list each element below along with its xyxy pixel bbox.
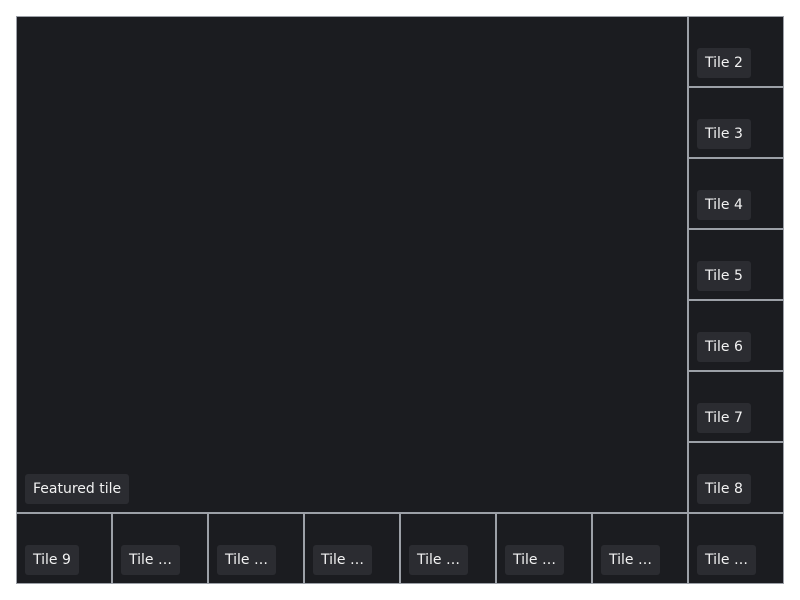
tile-label-4: Tile 4 <box>697 190 751 220</box>
tile-label-6: Tile 6 <box>697 332 751 362</box>
tile-label-featured: Featured tile <box>25 474 130 504</box>
tile-label-13: Tile … <box>409 545 468 575</box>
tile-label-7: Tile 7 <box>697 403 751 433</box>
tile-label-2: Tile 2 <box>697 48 751 78</box>
tile-8[interactable]: Tile 8 <box>689 443 783 512</box>
tile-12[interactable]: Tile … <box>305 514 399 583</box>
tile-label-9: Tile 9 <box>25 545 79 575</box>
tile-9[interactable]: Tile 9 <box>17 514 111 583</box>
tile-6[interactable]: Tile 6 <box>689 301 783 370</box>
tile-label-14: Tile … <box>505 545 564 575</box>
tile-5[interactable]: Tile 5 <box>689 230 783 299</box>
tile-10[interactable]: Tile … <box>113 514 207 583</box>
tile-2[interactable]: Tile 2 <box>689 17 783 86</box>
tile-11[interactable]: Tile … <box>209 514 303 583</box>
tile-14[interactable]: Tile … <box>497 514 591 583</box>
tile-3[interactable]: Tile 3 <box>689 88 783 157</box>
tile-label-11: Tile … <box>217 545 276 575</box>
tile-7[interactable]: Tile 7 <box>689 372 783 441</box>
tile-label-12: Tile … <box>313 545 372 575</box>
tile-label-3: Tile 3 <box>697 119 751 149</box>
tile-label-10: Tile … <box>121 545 180 575</box>
tile-label-5: Tile 5 <box>697 261 751 291</box>
tile-label-8: Tile 8 <box>697 474 751 504</box>
tile-featured[interactable]: Featured tile <box>17 17 687 512</box>
tile-label-15: Tile … <box>601 545 660 575</box>
tile-4[interactable]: Tile 4 <box>689 159 783 228</box>
tile-15[interactable]: Tile … <box>593 514 687 583</box>
tile-13[interactable]: Tile … <box>401 514 495 583</box>
tile-grid: Featured tile Tile 2 Tile 3 Tile 4 Tile … <box>16 16 784 584</box>
tile-16[interactable]: Tile … <box>689 514 783 583</box>
tile-label-16: Tile … <box>697 545 756 575</box>
